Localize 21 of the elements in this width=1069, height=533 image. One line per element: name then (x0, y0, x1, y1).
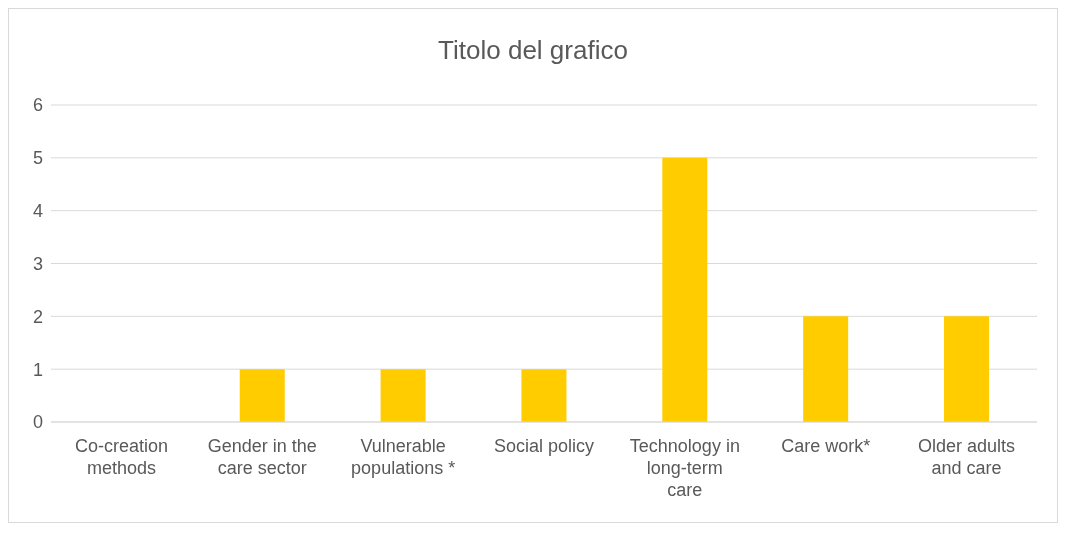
x-tick-label: Vulnerable populations * (351, 436, 456, 478)
bar (239, 369, 285, 422)
x-tick-label: Technology in long-term care (629, 436, 740, 500)
bar (662, 157, 708, 422)
chart-title: Titolo del grafico (437, 35, 629, 66)
y-tick-label: 1 (32, 359, 43, 380)
bar (380, 369, 426, 422)
y-tick-label: 0 (32, 412, 43, 433)
x-tick-label: Gender in the care sector (207, 436, 317, 478)
bar (944, 316, 990, 422)
bar (521, 369, 567, 422)
y-tick-label: 3 (32, 253, 43, 274)
x-tick-label: Older adults and care (918, 436, 1016, 478)
x-tick-label: Social policy (493, 436, 595, 456)
x-tick-label: Co-creation methods (74, 436, 168, 478)
x-tick-label: Care work* (781, 436, 871, 456)
y-tick-label: 2 (32, 306, 43, 327)
bar (803, 316, 849, 422)
y-tick-label: 4 (32, 201, 43, 222)
y-tick-label: 5 (32, 148, 43, 169)
y-tick-label: 6 (32, 95, 43, 116)
